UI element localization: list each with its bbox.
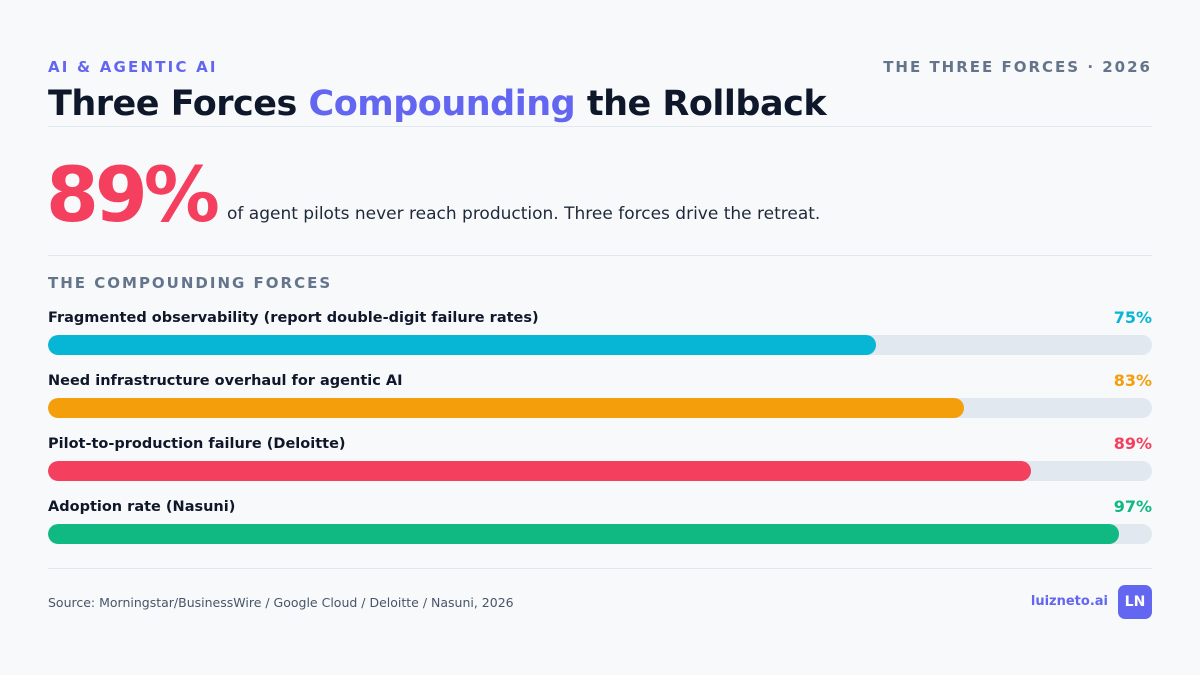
bar-fill	[48, 335, 876, 355]
hero-description: of agent pilots never reach production. …	[227, 204, 821, 224]
title-accent: Compounding	[308, 84, 576, 124]
bar-row: Need infrastructure overhaul for agentic…	[48, 371, 1152, 434]
title-divider	[48, 126, 1152, 127]
bar-value-label: 89%	[1113, 434, 1152, 453]
bar-row: Pilot-to-production failure (Deloitte) 89…	[48, 434, 1152, 497]
bar-label: Need infrastructure overhaul for agentic…	[48, 373, 403, 389]
bar-label: Adoption rate (Nasuni)	[48, 499, 236, 515]
bar-fill	[48, 461, 1031, 481]
section-label: THE COMPOUNDING FORCES	[48, 274, 333, 292]
bar-label: Pilot-to-production failure (Deloitte)	[48, 436, 346, 452]
brand-link[interactable]: luizneto.ai	[1030, 594, 1108, 609]
bar-track	[48, 398, 1152, 418]
bar-value-label: 75%	[1113, 308, 1152, 327]
bar-row: Fragmented observability (report double-…	[48, 308, 1152, 371]
page-title: Three Forces Compounding the Rollback	[48, 84, 827, 124]
bar-value-label: 83%	[1113, 371, 1152, 390]
bar-track	[48, 335, 1152, 355]
title-part-1: Three Forces	[48, 84, 309, 124]
hero-divider	[48, 255, 1152, 256]
bar-fill	[48, 524, 1119, 544]
title-part-2: the Rollback	[575, 84, 827, 124]
source-note: Source: Morningstar/BusinessWire / Googl…	[48, 595, 514, 610]
brand-logo: LN	[1118, 585, 1152, 619]
bar-row: Adoption rate (Nasuni) 97%	[48, 497, 1152, 560]
hero-stat: 89%	[46, 150, 220, 239]
bar-track	[48, 524, 1152, 544]
series-tag: THE THREE FORCES · 2026	[883, 58, 1152, 76]
bar-track	[48, 461, 1152, 481]
footer-divider	[48, 568, 1152, 569]
bar-value-label: 97%	[1113, 497, 1152, 516]
bar-fill	[48, 398, 965, 418]
bar-chart: Fragmented observability (report double-…	[48, 308, 1152, 560]
bar-label: Fragmented observability (report double-…	[48, 310, 539, 326]
eyebrow-label: AI & AGENTIC AI	[48, 58, 218, 76]
